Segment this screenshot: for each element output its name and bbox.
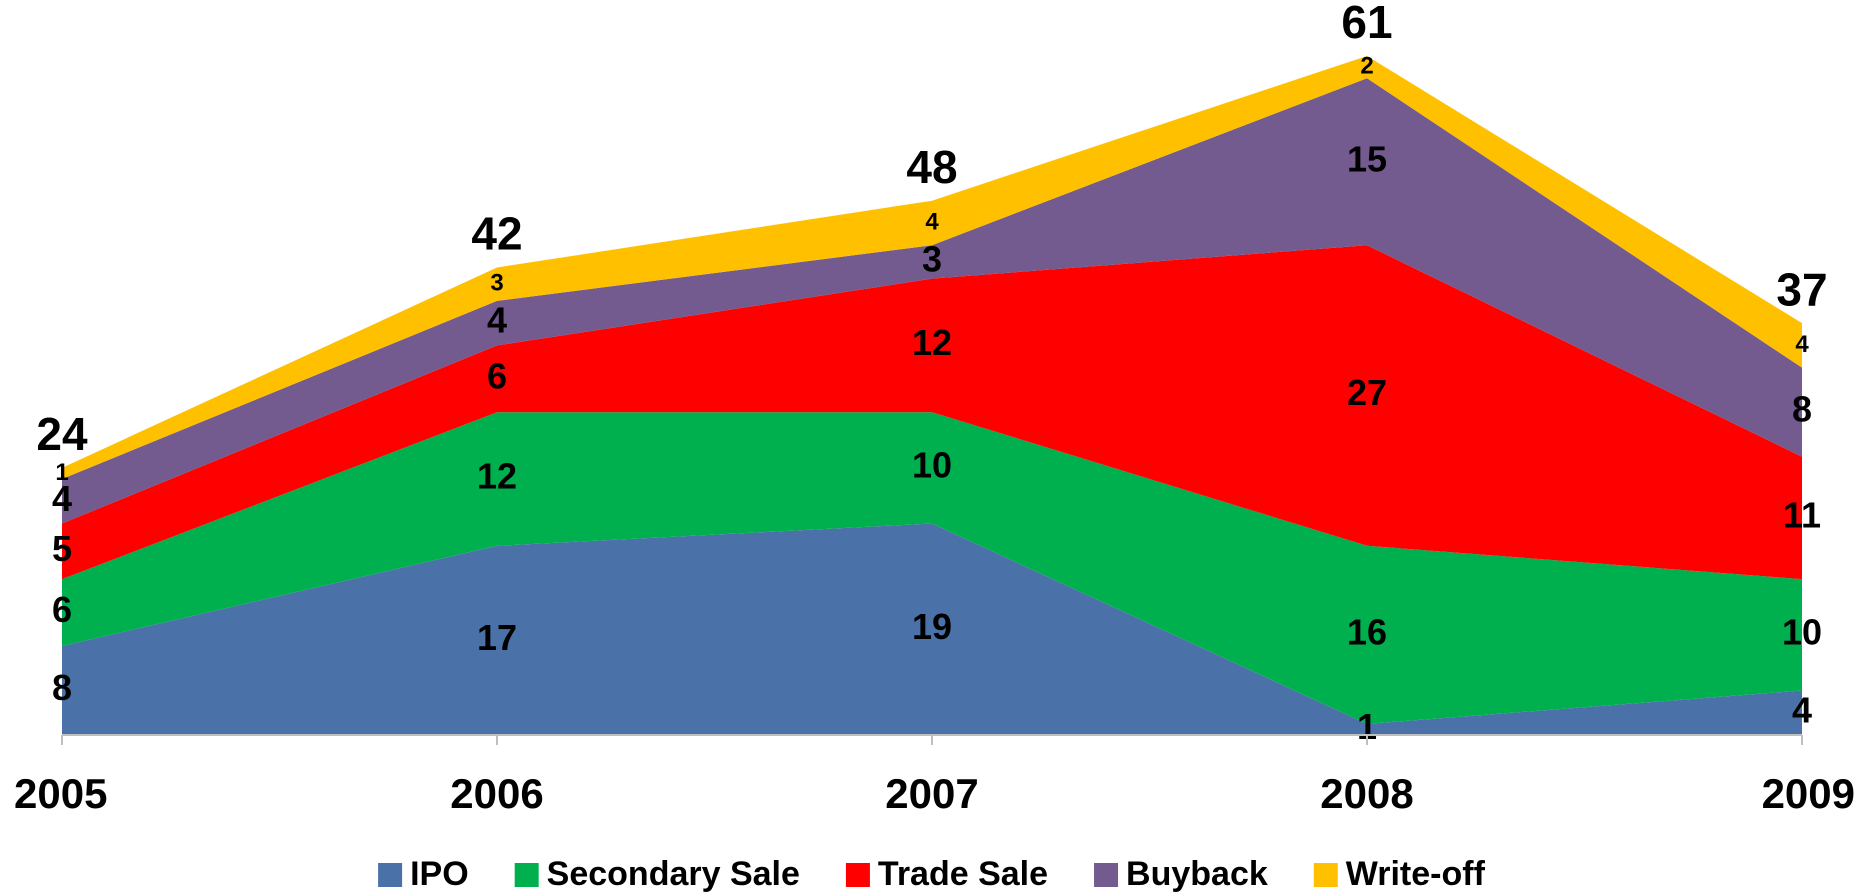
- value-label: 2: [1360, 52, 1373, 79]
- value-label: 3: [922, 238, 942, 279]
- x-tick-label: 2006: [450, 770, 543, 817]
- value-label: 6: [487, 355, 507, 396]
- value-label: 5: [52, 528, 72, 569]
- value-label: 17: [477, 617, 517, 658]
- total-label: 37: [1776, 263, 1827, 315]
- legend-label: Secondary Sale: [547, 855, 800, 893]
- value-label: 11: [1783, 494, 1821, 535]
- value-label: 8: [52, 667, 72, 708]
- value-label: 4: [1795, 331, 1809, 358]
- x-tick-label: 2005: [14, 770, 107, 817]
- x-tick-label: 2008: [1320, 770, 1413, 817]
- value-label: 12: [477, 455, 517, 496]
- value-label: 1: [1357, 706, 1377, 747]
- total-label: 24: [36, 408, 88, 460]
- legend-swatch: [845, 863, 870, 887]
- value-label: 4: [52, 478, 72, 519]
- legend-label: Trade Sale: [878, 855, 1048, 893]
- legend-label: Write-off: [1346, 855, 1486, 893]
- area: [62, 78, 1802, 524]
- value-label: 4: [487, 300, 507, 341]
- area: [62, 245, 1802, 580]
- legend-label: Buyback: [1126, 855, 1268, 893]
- value-label: 19: [912, 606, 952, 647]
- value-label: 8: [1792, 389, 1812, 430]
- value-label: 6: [52, 589, 72, 630]
- value-label: 15: [1347, 138, 1387, 179]
- total-label: 61: [1341, 0, 1392, 48]
- value-label: 1: [55, 459, 68, 486]
- x-tick-label: 2007: [885, 770, 978, 817]
- total-label: 42: [471, 208, 522, 260]
- area: [62, 523, 1802, 735]
- value-label: 3: [490, 270, 503, 297]
- value-label: 10: [1782, 611, 1822, 652]
- total-label: 48: [906, 141, 957, 193]
- legend-swatch: [514, 863, 539, 887]
- x-tick-label: 2009: [1762, 770, 1855, 817]
- value-label: 12: [912, 322, 952, 363]
- value-label: 16: [1347, 611, 1387, 652]
- value-label: 10: [912, 444, 952, 485]
- value-label: 27: [1347, 372, 1387, 413]
- area: [62, 412, 1802, 724]
- legend-swatch: [1313, 863, 1338, 887]
- legend-label: IPO: [410, 855, 469, 893]
- legend-swatch: [378, 863, 403, 887]
- legend-swatch: [1094, 863, 1119, 887]
- value-label: 4: [925, 208, 939, 235]
- value-label: 4: [1792, 689, 1812, 730]
